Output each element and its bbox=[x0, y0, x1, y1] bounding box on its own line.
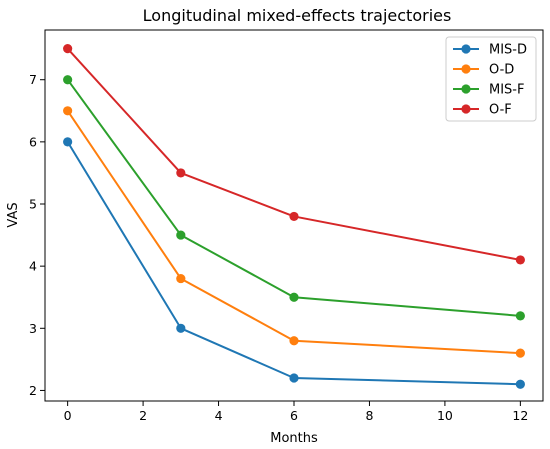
data-point bbox=[515, 311, 525, 321]
legend-label: MIS-F bbox=[489, 83, 524, 98]
data-point bbox=[63, 44, 73, 54]
legend-box bbox=[445, 36, 537, 122]
legend-marker bbox=[461, 84, 471, 94]
legend-label: MIS-D bbox=[489, 43, 527, 58]
x-axis-ticks: 0 2 4 6 8 10 12 bbox=[64, 401, 528, 423]
y-tick-label: 3 bbox=[29, 321, 37, 336]
series-line-0 bbox=[66, 140, 522, 386]
series-line-3 bbox=[66, 47, 522, 261]
data-point bbox=[289, 211, 299, 222]
data-point bbox=[63, 106, 73, 116]
x-tick-label: 2 bbox=[139, 408, 147, 423]
x-tick-label: 12 bbox=[512, 408, 528, 423]
data-point bbox=[176, 230, 186, 240]
legend: MIS-D O-D MIS-F O-F bbox=[445, 36, 537, 122]
legend-marker bbox=[461, 104, 471, 114]
plot-markers bbox=[63, 44, 525, 389]
y-tick-label: 6 bbox=[29, 134, 37, 149]
y-tick-label: 5 bbox=[29, 197, 37, 212]
data-point bbox=[176, 323, 186, 333]
y-tick-label: 2 bbox=[29, 383, 37, 398]
y-axis-label: VAS bbox=[6, 202, 21, 227]
x-axis-label: Months bbox=[270, 431, 318, 446]
data-point bbox=[176, 168, 186, 178]
data-point bbox=[515, 255, 525, 265]
legend-label: O-F bbox=[489, 103, 512, 118]
series-line-2 bbox=[66, 78, 522, 317]
data-point bbox=[63, 137, 73, 147]
y-tick-label: 4 bbox=[29, 259, 37, 274]
x-tick-label: 10 bbox=[437, 408, 453, 423]
legend-marker bbox=[461, 64, 471, 74]
y-axis-ticks: 2 3 4 5 6 7 bbox=[29, 72, 45, 398]
data-point bbox=[289, 336, 299, 346]
x-tick-label: 4 bbox=[215, 408, 223, 423]
data-point bbox=[176, 273, 186, 284]
x-tick-label: 0 bbox=[64, 408, 72, 423]
legend-label: O-D bbox=[489, 63, 514, 78]
x-tick-label: 6 bbox=[290, 408, 298, 423]
data-point bbox=[515, 348, 525, 358]
data-point bbox=[289, 292, 299, 302]
series-line-1 bbox=[66, 109, 522, 355]
chart-title: Longitudinal mixed-effects trajectories bbox=[143, 6, 452, 25]
data-point bbox=[515, 379, 525, 389]
plot-lines bbox=[66, 47, 522, 386]
x-tick-label: 8 bbox=[365, 408, 373, 423]
y-tick-label: 7 bbox=[29, 72, 37, 87]
legend-marker bbox=[461, 44, 471, 54]
data-point bbox=[289, 373, 299, 383]
data-point bbox=[63, 75, 73, 85]
